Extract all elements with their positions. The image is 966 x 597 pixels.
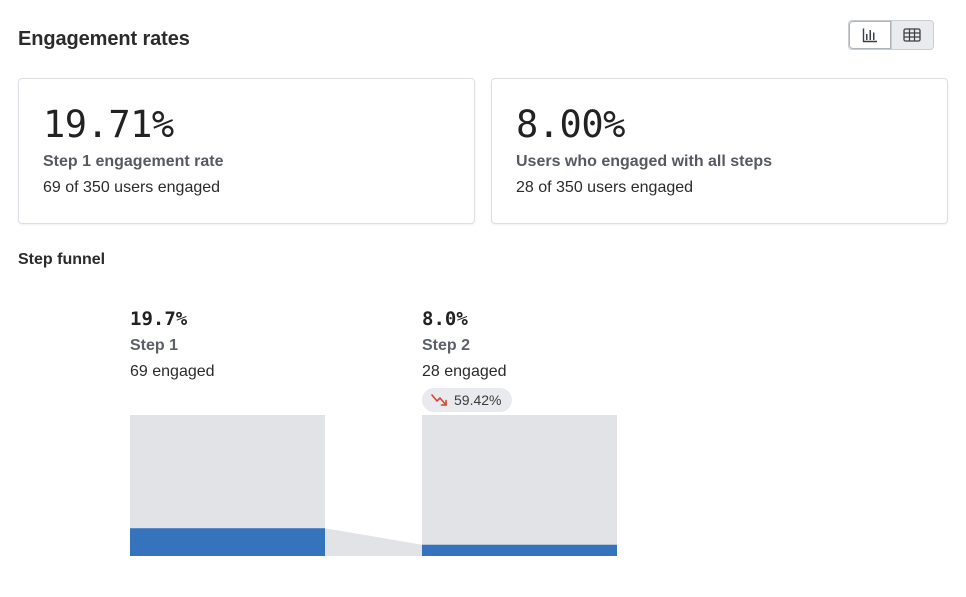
chart-view-button[interactable] [849, 21, 892, 49]
page-title: Engagement rates [18, 28, 190, 50]
card-value: 19.71% [43, 103, 174, 146]
step-1-name: Step 1 [130, 337, 179, 354]
bar-fill-2 [422, 544, 617, 556]
step-2-name: Step 2 [422, 337, 471, 354]
trend-down-icon [431, 394, 447, 406]
table-icon [903, 28, 921, 42]
bar-fill-1 [130, 528, 325, 556]
bar-chart-icon [862, 28, 877, 43]
dropoff-value: 59.42% [454, 392, 502, 408]
summary-card-step-1: 19.71% Step 1 engagement rate 69 of 350 … [18, 78, 475, 224]
step-2-engaged: 28 engaged [422, 363, 507, 380]
card-label: Users who engaged with all steps [516, 153, 773, 170]
table-view-button[interactable] [891, 21, 933, 49]
view-toggle [848, 20, 934, 50]
card-label: Step 1 engagement rate [43, 153, 224, 170]
header: Engagement rates [18, 0, 948, 78]
funnel-title: Step funnel [18, 251, 106, 268]
step-1-percent: 19.7% [130, 308, 188, 330]
card-value: 8.00% [516, 103, 625, 146]
dropoff-badge: 59.42% [422, 388, 512, 412]
summary-card-all-steps: 8.00% Users who engaged with all steps 2… [491, 78, 948, 224]
step-1-engaged: 69 engaged [130, 363, 215, 380]
card-detail: 28 of 350 users engaged [516, 179, 694, 196]
step-2-percent: 8.0% [422, 308, 468, 330]
bar-track-2 [422, 415, 617, 556]
card-detail: 69 of 350 users engaged [43, 179, 221, 196]
funnel-connector [325, 528, 422, 556]
